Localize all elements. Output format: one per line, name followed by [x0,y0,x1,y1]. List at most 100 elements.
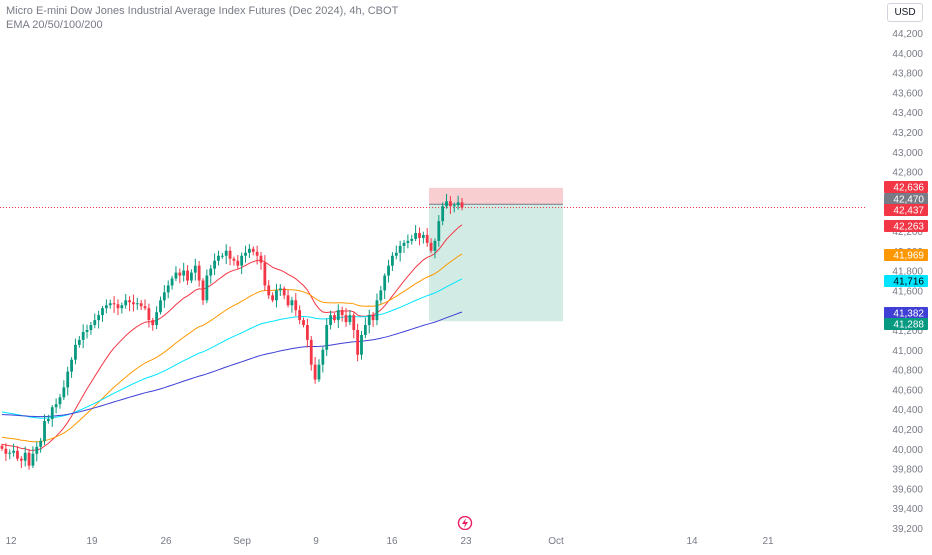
y-tick-label: 40,600 [892,385,923,396]
candle [333,312,336,323]
candle [298,305,302,325]
y-tick-label: 44,000 [892,49,923,60]
candle [236,255,240,269]
y-tick-label: 40,000 [892,445,923,456]
candle-body [132,302,135,305]
candle [224,244,228,265]
candle [460,198,464,211]
candle-body [162,292,166,301]
ema-200-line [1,311,463,418]
candle-body [8,452,12,454]
candle-body [425,234,429,243]
candle-body [12,450,15,453]
candle-body [275,290,278,301]
candle [228,246,232,266]
candle-body [46,419,50,422]
candle-body [387,265,390,276]
candle [170,275,174,290]
candle [259,251,263,270]
candle-body [58,397,62,405]
candle [247,244,251,258]
candle [155,306,159,330]
candle [267,280,271,300]
candle-body [66,371,70,388]
candle-body [449,201,452,207]
candle [371,311,375,327]
candle-body [89,325,93,330]
y-tick-label: 43,400 [892,108,923,119]
candle-body [201,280,205,301]
candle [433,238,437,259]
candle [174,266,178,281]
y-tick-label: 40,400 [892,405,923,416]
candle [336,304,340,329]
candle [383,273,387,300]
candle-body [305,325,309,340]
candle [313,357,317,384]
candle-body [398,245,402,253]
candle-body [282,288,286,296]
candle [402,240,406,253]
x-tick-label: 9 [313,536,319,547]
candle-body [220,255,224,257]
candle-body [321,349,325,365]
indicator-label[interactable]: EMA 20/50/100/200 [6,19,103,31]
candle-body [197,265,201,281]
candle [93,313,97,329]
candle [132,294,135,312]
candle [425,228,429,247]
candle-body [247,248,251,253]
candle [367,309,371,334]
y-tick-label: 43,000 [892,148,923,159]
candle-body [104,305,108,309]
candle [348,310,352,326]
candle [23,446,27,467]
candle [240,252,244,275]
candle [421,231,425,244]
ema-100-line [1,278,463,419]
symbol-title[interactable]: Micro E-mini Dow Jones Industrial Averag… [6,5,399,17]
candle [232,256,236,266]
x-tick-label: Oct [548,536,564,547]
candle-body [348,315,352,323]
candle [81,324,85,349]
candle [356,323,360,362]
price-tag [884,318,928,330]
candle-body [97,315,101,321]
candle [205,269,209,304]
candle [186,265,189,285]
candle-body [124,300,128,306]
candle-body [313,364,317,380]
candle-body [155,312,159,326]
tradingview-logo-icon[interactable] [456,516,474,530]
candle [50,405,54,427]
candle-body [93,320,97,326]
candle [305,318,309,348]
price-tag-label: 41,969 [893,251,924,262]
candle-body [317,364,321,380]
ema-50-line [1,253,463,443]
candle-body [108,303,112,306]
candle-body [128,300,131,303]
candle [437,215,441,247]
candle [352,312,356,339]
candle [201,278,205,305]
candle [46,414,50,424]
candle [325,318,329,356]
ema-20-line [1,224,463,451]
candle [190,269,193,284]
y-tick-label: 39,200 [892,524,923,535]
candle-body [302,320,305,326]
candle [375,293,379,326]
candle [329,310,332,330]
candle-body [360,334,363,355]
candle [263,255,267,291]
candle [159,296,162,315]
candle-body [139,303,143,307]
candle [213,253,217,276]
candle [85,324,89,339]
currency-button[interactable]: USD [887,3,923,22]
candle [139,300,143,311]
